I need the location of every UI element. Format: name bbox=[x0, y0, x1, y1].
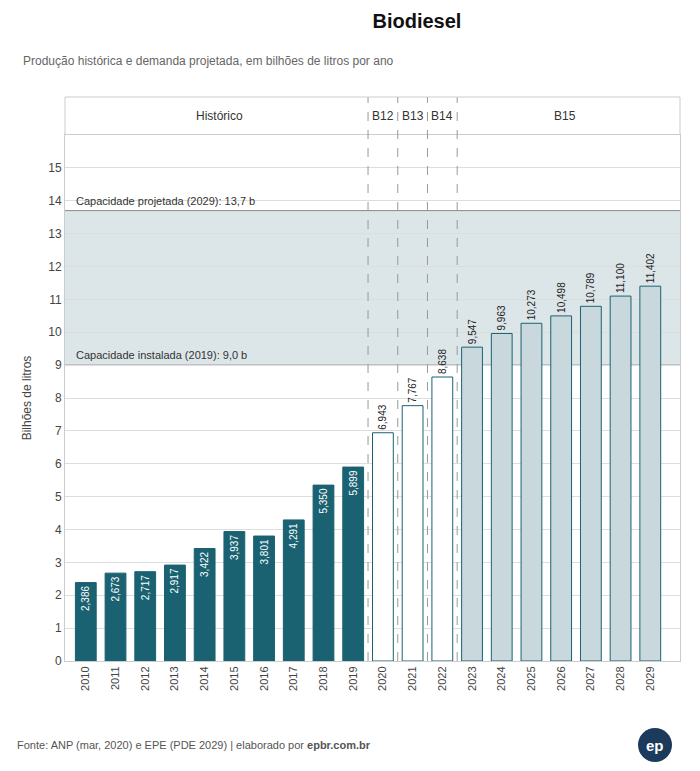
svg-text:2018: 2018 bbox=[317, 666, 329, 690]
svg-text:Capacidade projetada (2029): 1: Capacidade projetada (2029): 13,7 b bbox=[76, 195, 255, 207]
svg-text:11,100: 11,100 bbox=[615, 263, 626, 293]
svg-text:B15: B15 bbox=[554, 109, 576, 123]
svg-text:4: 4 bbox=[55, 523, 62, 537]
svg-text:2019: 2019 bbox=[347, 666, 359, 690]
svg-text:4,291: 4,291 bbox=[288, 523, 299, 548]
svg-text:2012: 2012 bbox=[139, 666, 151, 690]
svg-text:8: 8 bbox=[55, 391, 62, 405]
svg-text:9,547: 9,547 bbox=[467, 319, 478, 344]
svg-text:0: 0 bbox=[55, 654, 62, 668]
svg-text:2024: 2024 bbox=[495, 666, 507, 690]
svg-text:2029: 2029 bbox=[644, 666, 656, 690]
svg-text:15: 15 bbox=[48, 161, 62, 175]
svg-text:2,717: 2,717 bbox=[140, 575, 151, 600]
svg-text:2013: 2013 bbox=[169, 666, 181, 690]
svg-text:Capacidade instalada (2019): 9: Capacidade instalada (2019): 9,0 b bbox=[76, 349, 247, 361]
svg-text:14: 14 bbox=[48, 194, 62, 208]
svg-text:2016: 2016 bbox=[258, 666, 270, 690]
svg-text:2014: 2014 bbox=[198, 666, 210, 690]
svg-text:11: 11 bbox=[49, 293, 62, 307]
svg-text:Histórico: Histórico bbox=[196, 109, 243, 123]
svg-text:7: 7 bbox=[55, 424, 62, 438]
svg-text:Fonte: ANP (mar, 2020) e EPE (: Fonte: ANP (mar, 2020) e EPE (PDE 2029) … bbox=[17, 739, 371, 751]
svg-text:B13: B13 bbox=[402, 109, 424, 123]
svg-text:6: 6 bbox=[55, 457, 62, 471]
svg-text:10: 10 bbox=[48, 325, 62, 339]
svg-text:11,402: 11,402 bbox=[645, 253, 656, 283]
svg-text:6,943: 6,943 bbox=[377, 404, 388, 429]
svg-text:Produção histórica e demanda p: Produção histórica e demanda projetada, … bbox=[23, 54, 394, 68]
svg-text:3,801: 3,801 bbox=[259, 539, 270, 564]
svg-text:2017: 2017 bbox=[287, 666, 299, 690]
svg-text:2,673: 2,673 bbox=[110, 576, 121, 601]
svg-text:3,937: 3,937 bbox=[229, 535, 240, 560]
svg-text:2015: 2015 bbox=[228, 666, 240, 690]
svg-text:2,917: 2,917 bbox=[169, 568, 180, 593]
svg-text:2,386: 2,386 bbox=[80, 586, 91, 611]
svg-text:10,789: 10,789 bbox=[585, 272, 596, 303]
svg-text:3: 3 bbox=[55, 556, 62, 570]
svg-text:2011: 2011 bbox=[109, 666, 121, 690]
svg-text:10,273: 10,273 bbox=[526, 289, 537, 320]
svg-text:2020: 2020 bbox=[376, 666, 388, 690]
svg-text:1: 1 bbox=[55, 621, 62, 635]
svg-text:10,498: 10,498 bbox=[556, 282, 567, 313]
svg-text:2026: 2026 bbox=[555, 666, 567, 690]
svg-text:5,350: 5,350 bbox=[318, 488, 329, 513]
svg-text:2028: 2028 bbox=[614, 666, 626, 690]
svg-text:2021: 2021 bbox=[406, 666, 418, 690]
svg-text:8,638: 8,638 bbox=[437, 349, 448, 374]
svg-text:ep: ep bbox=[646, 737, 664, 754]
svg-text:B12: B12 bbox=[372, 109, 394, 123]
svg-text:13: 13 bbox=[48, 227, 62, 241]
svg-text:12: 12 bbox=[48, 260, 62, 274]
svg-text:B14: B14 bbox=[431, 109, 453, 123]
svg-text:5,899: 5,899 bbox=[348, 470, 359, 495]
svg-text:2022: 2022 bbox=[436, 666, 448, 690]
svg-text:2: 2 bbox=[55, 588, 62, 602]
svg-text:3,422: 3,422 bbox=[199, 552, 210, 577]
svg-text:9,963: 9,963 bbox=[496, 305, 507, 330]
svg-text:2025: 2025 bbox=[525, 666, 537, 690]
svg-text:2027: 2027 bbox=[584, 666, 596, 690]
svg-text:2010: 2010 bbox=[79, 666, 91, 690]
svg-text:9: 9 bbox=[55, 358, 62, 372]
svg-text:Biodiesel: Biodiesel bbox=[373, 10, 462, 32]
svg-text:5: 5 bbox=[55, 490, 62, 504]
svg-text:2023: 2023 bbox=[466, 666, 478, 690]
svg-text:Bilhões de litros: Bilhões de litros bbox=[20, 356, 34, 441]
svg-text:7,767: 7,767 bbox=[407, 377, 418, 402]
